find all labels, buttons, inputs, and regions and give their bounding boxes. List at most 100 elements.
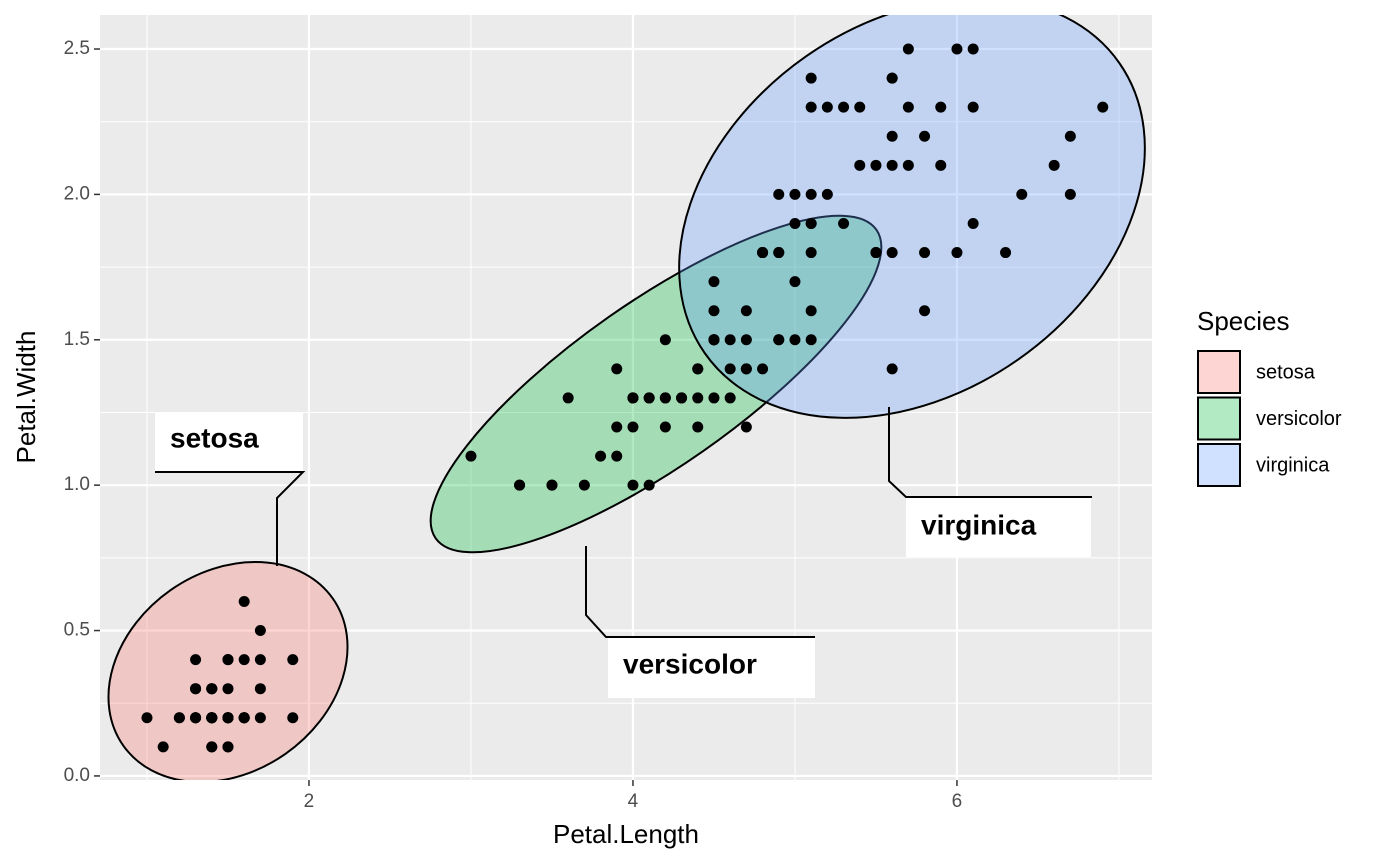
point xyxy=(805,72,817,84)
x-axis-title: Petal.Length xyxy=(553,819,699,849)
point xyxy=(805,188,817,200)
callout-line xyxy=(888,407,1092,498)
point xyxy=(789,276,801,288)
callouts: setosa versicolor virginica xyxy=(155,407,1092,698)
point xyxy=(789,217,801,229)
point xyxy=(805,101,817,113)
point xyxy=(740,334,752,346)
point xyxy=(838,101,850,113)
point xyxy=(627,421,639,433)
point xyxy=(254,625,266,637)
callout-box xyxy=(155,413,303,472)
y-tick-label: 2.5 xyxy=(64,38,90,59)
callout-label: setosa xyxy=(170,422,259,453)
point xyxy=(222,712,234,724)
point xyxy=(692,363,704,375)
point xyxy=(967,101,979,113)
point xyxy=(611,450,623,462)
point xyxy=(254,683,266,695)
point xyxy=(514,479,526,491)
point xyxy=(724,334,736,346)
point xyxy=(173,712,185,724)
legend: setosa versicolor virginica xyxy=(1197,350,1342,487)
point xyxy=(805,305,817,317)
callout-box xyxy=(906,497,1091,557)
point xyxy=(951,43,963,55)
point xyxy=(190,654,202,666)
legend-label: versicolor xyxy=(1256,408,1342,430)
points xyxy=(141,43,1109,753)
point xyxy=(967,217,979,229)
point xyxy=(789,188,801,200)
point xyxy=(659,392,671,404)
point xyxy=(190,712,202,724)
point xyxy=(838,217,850,229)
point xyxy=(287,654,299,666)
point xyxy=(805,247,817,259)
point xyxy=(935,159,947,171)
point xyxy=(206,712,218,724)
legend-key xyxy=(1197,396,1241,441)
point xyxy=(692,392,704,404)
point xyxy=(902,101,914,113)
point xyxy=(627,392,639,404)
point xyxy=(886,159,898,171)
callout-box xyxy=(608,637,815,698)
point xyxy=(821,101,833,113)
point xyxy=(789,334,801,346)
point xyxy=(724,363,736,375)
group-ellipse xyxy=(678,15,1146,419)
point xyxy=(238,654,250,666)
point xyxy=(886,72,898,84)
callout-label: virginica xyxy=(921,509,1037,540)
point xyxy=(708,305,720,317)
point xyxy=(805,217,817,229)
point xyxy=(708,392,720,404)
point xyxy=(1064,130,1076,142)
point xyxy=(919,130,931,142)
point xyxy=(1048,159,1060,171)
point xyxy=(692,421,704,433)
x-tick-label: 2 xyxy=(304,791,315,812)
legend-key xyxy=(1197,443,1241,487)
point xyxy=(870,159,882,171)
point xyxy=(1016,188,1028,200)
point xyxy=(935,101,947,113)
callout-label: versicolor xyxy=(623,648,757,679)
legend-label: virginica xyxy=(1256,454,1330,476)
point xyxy=(659,334,671,346)
legend-label: setosa xyxy=(1256,361,1316,383)
point xyxy=(238,712,250,724)
point xyxy=(708,334,720,346)
point xyxy=(1097,101,1109,113)
point xyxy=(724,392,736,404)
y-tick-label: 1.0 xyxy=(64,474,90,495)
point xyxy=(757,363,769,375)
point xyxy=(254,654,266,666)
ellipses xyxy=(107,15,1146,780)
point xyxy=(595,450,607,462)
point xyxy=(206,683,218,695)
point xyxy=(222,654,234,666)
point xyxy=(157,741,169,753)
point xyxy=(287,712,299,724)
point xyxy=(659,421,671,433)
y-tick-label: 1.5 xyxy=(64,329,90,350)
point xyxy=(238,595,250,607)
x-tick-label: 4 xyxy=(628,791,639,812)
point xyxy=(773,247,785,259)
point xyxy=(141,712,153,724)
point xyxy=(206,741,218,753)
y-axis-title: Petal.Width xyxy=(11,331,41,464)
point xyxy=(708,276,720,288)
callout-line xyxy=(585,546,815,638)
point xyxy=(546,479,558,491)
point xyxy=(886,363,898,375)
legend-title: Species xyxy=(1197,306,1290,336)
point xyxy=(902,43,914,55)
point xyxy=(1000,247,1012,259)
x-tick-label: 6 xyxy=(952,791,963,812)
point xyxy=(967,43,979,55)
y-tick-label: 2.0 xyxy=(64,183,90,204)
point xyxy=(627,479,639,491)
